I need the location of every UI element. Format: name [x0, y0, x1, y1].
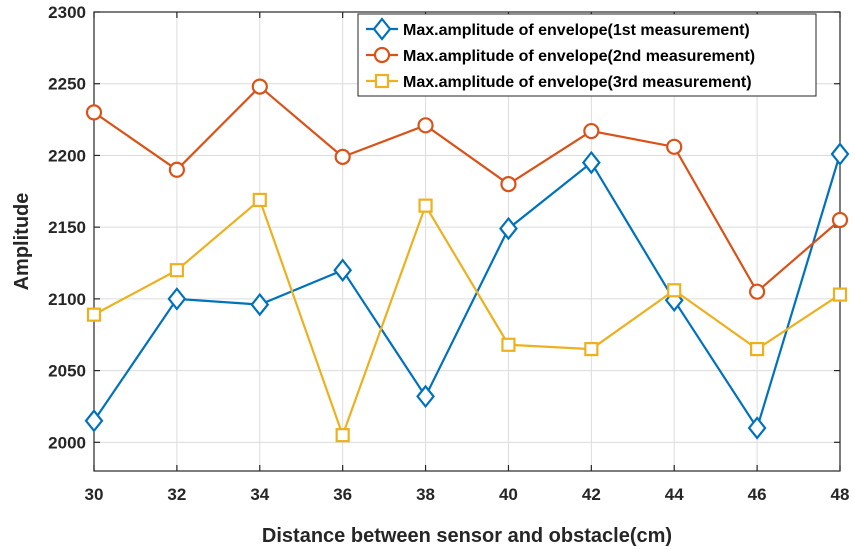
- x-tick-label: 46: [748, 485, 767, 504]
- circle-marker: [666, 138, 683, 155]
- y-axis-label: Amplitude: [11, 193, 33, 291]
- x-tick-label: 48: [831, 485, 850, 504]
- circle-marker: [500, 176, 517, 193]
- y-tick-label: 2000: [48, 433, 86, 452]
- circle-marker: [583, 122, 600, 140]
- legend-box: [357, 13, 817, 97]
- square-marker: [832, 287, 848, 302]
- legend-label: Max.amplitude of envelope(1st measuremen…: [403, 22, 750, 39]
- diamond-marker: [830, 142, 850, 166]
- diamond-marker: [499, 216, 518, 241]
- series-1: [84, 142, 850, 440]
- legend: Max.amplitude of envelope(1st measuremen…: [357, 13, 817, 97]
- square-marker: [501, 337, 516, 352]
- series-line: [93, 153, 842, 431]
- diamond-marker: [84, 409, 104, 433]
- circle-marker: [831, 211, 849, 229]
- square-marker: [750, 341, 765, 357]
- circle-marker: [749, 283, 766, 300]
- diamond-marker: [581, 150, 601, 175]
- legend-item: Max.amplitude of envelope(1st measuremen…: [366, 17, 750, 41]
- legend-label: Max.amplitude of envelope(3rd measuremen…: [403, 74, 752, 91]
- square-marker: [584, 341, 599, 357]
- square-marker: [374, 73, 390, 89]
- y-tick-label: 2050: [48, 362, 86, 381]
- legend-label: Max.amplitude of envelope(2nd measuremen…: [403, 48, 755, 65]
- square-marker: [667, 283, 682, 298]
- y-tick-label: 2250: [48, 75, 86, 94]
- diamond-marker: [333, 258, 353, 282]
- circle-marker: [85, 104, 103, 121]
- square-marker: [169, 263, 184, 278]
- y-tick-label: 2150: [48, 218, 86, 237]
- diamond-marker: [416, 384, 435, 409]
- x-tick-label: 44: [665, 485, 684, 504]
- x-tick-label: 30: [85, 485, 104, 504]
- legend-item: Max.amplitude of envelope(2nd measuremen…: [366, 46, 755, 65]
- y-tick-label: 2100: [48, 290, 86, 309]
- series-line: [93, 198, 841, 439]
- series-2: [85, 78, 849, 300]
- x-axis-label: Distance between sensor and obstacle(cm): [262, 525, 672, 547]
- x-tick-label: 34: [250, 485, 269, 504]
- plot-frame: [93, 11, 841, 472]
- square-marker: [418, 198, 433, 213]
- x-tick-label: 32: [167, 485, 186, 504]
- diamond-marker: [372, 17, 392, 41]
- x-tick-label: 36: [333, 485, 352, 504]
- circle-marker: [373, 46, 391, 64]
- diamond-marker: [250, 292, 270, 317]
- series-line: [93, 85, 841, 294]
- circle-marker: [417, 117, 434, 134]
- y-tick-label: 2300: [48, 3, 86, 22]
- y-tick-label: 2200: [48, 146, 86, 165]
- diamond-marker: [167, 287, 187, 311]
- diamond-marker: [747, 416, 767, 440]
- square-marker: [252, 192, 267, 208]
- square-marker: [86, 307, 102, 322]
- legend-item: Max.amplitude of envelope(3rd measuremen…: [366, 73, 752, 91]
- axes: 30 32 34 36 38 40 42 44 46 48 2000 2050 2100 2150 2200…: [48, 3, 849, 504]
- series-3: [86, 192, 848, 443]
- circle-marker: [168, 161, 185, 178]
- x-tick-label: 42: [582, 485, 601, 504]
- square-marker: [335, 428, 350, 443]
- x-tick-label: 40: [499, 485, 518, 504]
- circle-marker: [334, 148, 351, 165]
- circle-marker: [251, 78, 268, 95]
- series-group: [84, 78, 850, 443]
- x-tick-label: 38: [416, 485, 435, 504]
